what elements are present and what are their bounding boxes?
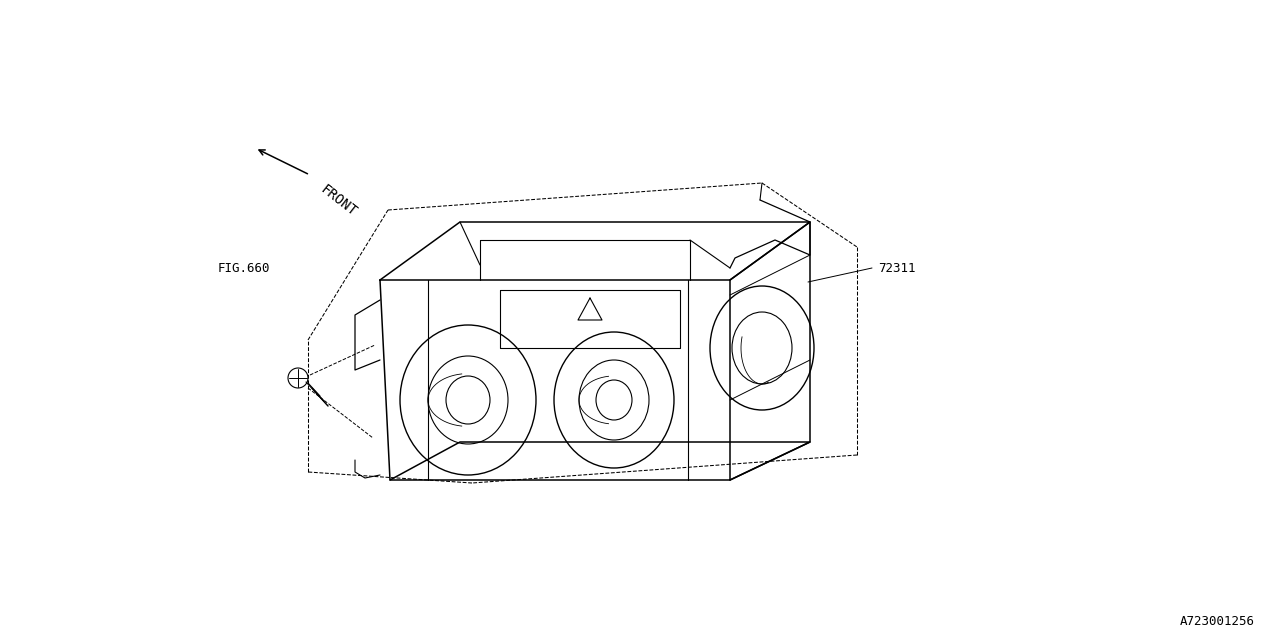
- Text: 72311: 72311: [878, 262, 915, 275]
- Text: FIG.660: FIG.660: [218, 262, 270, 275]
- Text: FRONT: FRONT: [317, 182, 360, 219]
- Text: A723001256: A723001256: [1180, 615, 1254, 628]
